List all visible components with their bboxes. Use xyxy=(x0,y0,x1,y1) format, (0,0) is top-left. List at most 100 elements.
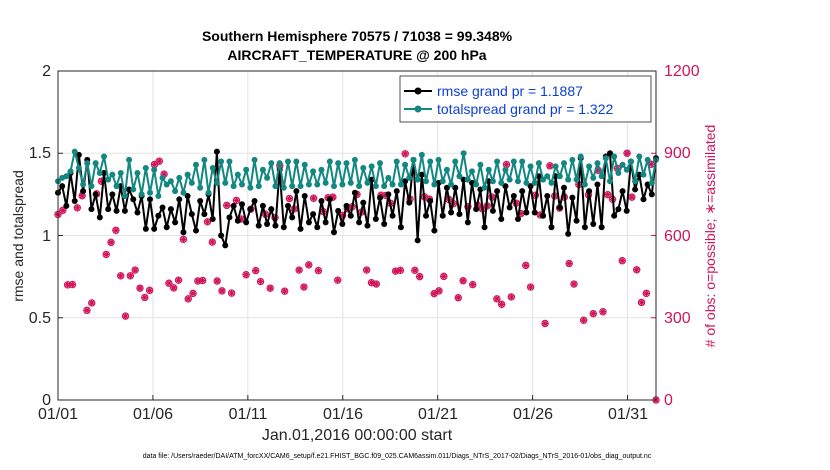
totalspread-point xyxy=(213,179,220,186)
rmse-point xyxy=(569,194,576,201)
obs-assimilated-stroke xyxy=(185,295,192,302)
totalspread-point xyxy=(105,176,112,183)
obs-assimilated-stroke xyxy=(137,285,143,292)
obs-assimilated-marker xyxy=(266,284,274,292)
totalspread-point xyxy=(648,179,655,186)
totalspread-point xyxy=(372,183,379,190)
totalspread-point xyxy=(598,173,605,180)
rmse-point xyxy=(372,216,379,223)
totalspread-point xyxy=(335,160,342,167)
rmse-point xyxy=(464,219,471,226)
obs-assimilated-marker xyxy=(228,289,236,297)
rmse-point xyxy=(356,219,363,226)
rmse-point xyxy=(209,216,216,223)
left-tick-label: 2 xyxy=(42,63,51,80)
rmse-point xyxy=(456,211,463,218)
obs-assimilated-marker xyxy=(117,272,125,280)
obs-assimilated-stroke xyxy=(281,288,288,295)
totalspread-point xyxy=(569,156,576,163)
totalspread-point xyxy=(410,156,417,163)
totalspread-point xyxy=(535,160,542,167)
obs-assimilated-stroke xyxy=(286,195,293,202)
totalspread-point xyxy=(172,188,179,195)
obs-assimilated-stroke xyxy=(503,161,510,168)
totalspread-point xyxy=(527,163,534,170)
rmse-point xyxy=(389,212,396,219)
obs-assimilated-marker xyxy=(570,280,578,288)
totalspread-point xyxy=(377,160,383,167)
obs-assimilated-stroke xyxy=(252,267,259,274)
obs-assimilated-stroke xyxy=(112,227,119,234)
obs-assimilated-stroke xyxy=(199,277,206,284)
obs-assimilated-marker xyxy=(503,160,510,168)
obs-assimilated-stroke xyxy=(571,281,577,287)
totalspread-point xyxy=(218,158,225,165)
rmse-point xyxy=(285,202,291,209)
obs-assimilated-marker xyxy=(493,295,501,303)
obs-assimilated-marker xyxy=(232,196,240,204)
obs-assimilated-stroke xyxy=(522,262,529,269)
obs-assimilated-marker xyxy=(435,287,443,295)
obs-assimilated-stroke xyxy=(127,272,134,279)
totalspread-point xyxy=(632,178,639,185)
obs-assimilated-stroke xyxy=(590,310,597,317)
obs-assimilated-stroke xyxy=(59,207,66,214)
totalspread-point xyxy=(502,166,509,173)
legend-box xyxy=(399,75,652,123)
right-tick-label: 300 xyxy=(664,310,691,327)
rmse-point xyxy=(586,188,593,195)
obs-assimilated-marker xyxy=(642,289,650,297)
totalspread-point xyxy=(71,148,78,155)
totalspread-point xyxy=(239,181,245,188)
totalspread-point xyxy=(67,168,74,175)
obs-assimilated-marker xyxy=(83,306,91,314)
obs-assimilated-marker xyxy=(527,283,535,291)
obs-assimilated-stroke xyxy=(542,320,549,327)
totalspread-point xyxy=(556,173,563,180)
obs-assimilated-stroke xyxy=(296,267,303,274)
rmse-point xyxy=(197,197,204,204)
obs-assimilated-marker xyxy=(179,235,187,243)
obs-assimilated-stroke xyxy=(103,251,110,258)
obs-assimilated-stroke xyxy=(310,195,317,202)
rmse-point xyxy=(623,207,630,214)
totalspread-point xyxy=(644,156,651,163)
obs-assimilated-marker xyxy=(314,267,322,275)
rmse-point xyxy=(251,197,258,204)
rmse-point xyxy=(402,178,409,185)
obs-assimilated-marker xyxy=(310,194,318,202)
rmse-point xyxy=(147,196,153,203)
rmse-point xyxy=(448,209,455,216)
obs-assimilated-marker xyxy=(285,194,293,202)
totalspread-point xyxy=(602,155,609,162)
obs-assimilated-stroke xyxy=(305,261,312,268)
rmse-point xyxy=(414,237,421,244)
rmse-point xyxy=(531,209,538,216)
rmse-point xyxy=(222,242,229,249)
obs-assimilated-marker xyxy=(396,266,404,274)
obs-assimilated-stroke xyxy=(580,317,587,324)
rmse-point xyxy=(347,212,354,219)
right-axis-label: # of obs: o=possible; ∗=assimilated xyxy=(702,125,718,348)
obs-assimilated-stroke xyxy=(233,197,240,204)
totalspread-point xyxy=(469,168,475,175)
obs-assimilated-stroke xyxy=(416,273,423,280)
obs-assimilated-marker xyxy=(454,294,462,302)
totalspread-point xyxy=(397,181,404,188)
rmse-point xyxy=(439,212,446,219)
rmse-point xyxy=(443,184,450,191)
left-tick-label: 1.5 xyxy=(29,145,51,162)
totalspread-point xyxy=(230,183,237,190)
obs-assimilated-marker xyxy=(546,162,554,170)
obs-assimilated-stroke xyxy=(411,267,418,274)
totalspread-point xyxy=(581,181,588,188)
left-tick-label: 0 xyxy=(42,392,51,409)
rmse-point xyxy=(611,212,618,219)
rmse-point xyxy=(510,193,517,200)
obs-assimilated-stroke xyxy=(397,267,404,274)
obs-assimilated-marker xyxy=(459,277,467,285)
totalspread-point xyxy=(289,183,296,190)
obs-assimilated-marker xyxy=(565,259,573,267)
rmse-point xyxy=(581,224,588,231)
obs-assimilated-stroke xyxy=(74,204,81,211)
